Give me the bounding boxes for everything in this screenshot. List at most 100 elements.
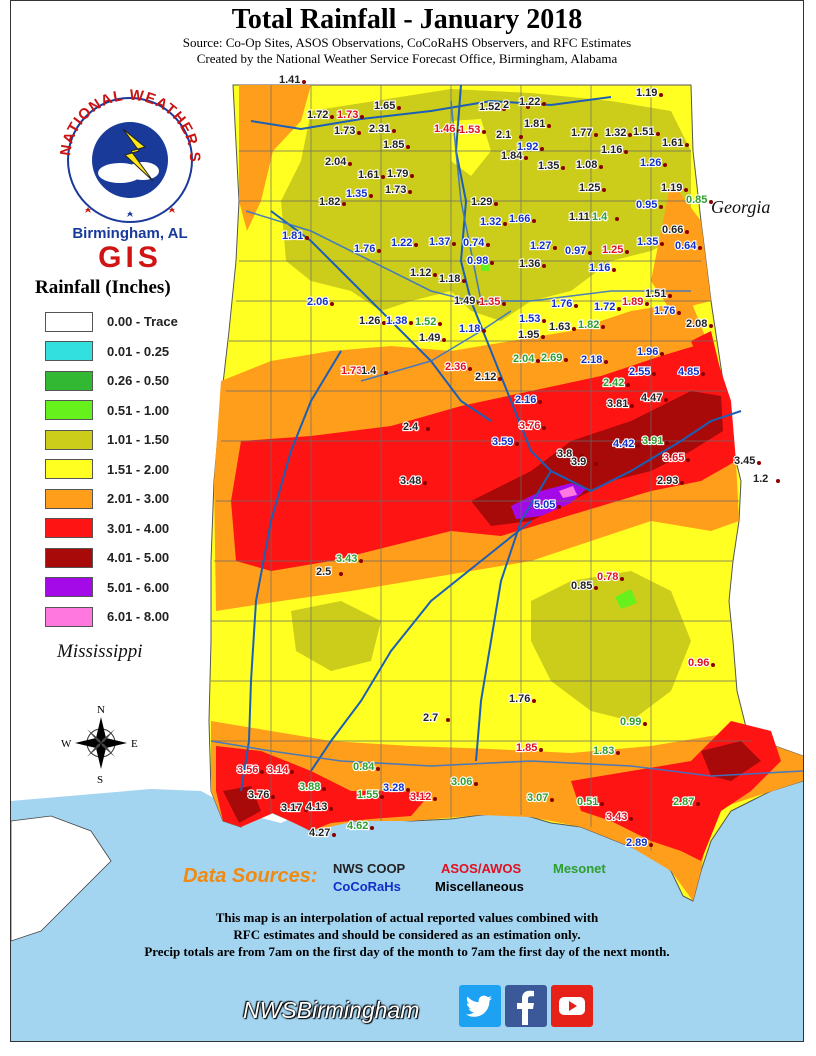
legend-row: 0.26 - 0.50	[31, 366, 221, 396]
observation-value: 1.76	[551, 298, 572, 310]
observation-value: 1.95	[518, 329, 539, 341]
observation-value: 0.78	[597, 571, 618, 583]
observation-dot	[468, 367, 472, 371]
observation-dot	[620, 577, 624, 581]
observation-value: 1.85	[383, 139, 404, 151]
observation-value: 2.1	[496, 129, 511, 141]
observation-dot	[364, 371, 368, 375]
note-line-1: This map is an interpolation of actual r…	[215, 910, 599, 925]
mississippi-coast	[11, 815, 112, 942]
observation-value: 1.73	[334, 125, 355, 137]
legend-swatch	[45, 341, 93, 362]
observation-dot	[680, 481, 684, 485]
facebook-button[interactable]	[505, 985, 547, 1027]
rain-zone-pink	[559, 486, 577, 498]
observation-dot	[664, 398, 668, 402]
source-misc: Miscellaneous	[435, 879, 524, 894]
youtube-button[interactable]	[551, 985, 593, 1027]
legend-swatch	[45, 311, 93, 332]
observation-dot	[601, 325, 605, 329]
observation-dot	[652, 372, 656, 376]
observation-dot	[490, 261, 494, 265]
observation-dot	[457, 129, 461, 133]
observation-dot	[359, 559, 363, 563]
observation-dot	[433, 273, 437, 277]
observation-dot	[645, 302, 649, 306]
legend-label: 0.01 - 0.25	[107, 343, 170, 359]
observation-dot	[342, 202, 346, 206]
observation-value: 1.4	[361, 365, 377, 377]
observation-dot	[482, 329, 486, 333]
observation-dot	[360, 115, 364, 119]
observation-value: 0.97	[565, 245, 586, 257]
observation-dot	[615, 217, 619, 221]
observation-value: 1.51	[645, 288, 666, 300]
observation-value: 1.25	[602, 244, 623, 256]
observation-dot	[660, 242, 664, 246]
legend-label: 4.01 - 5.00	[107, 550, 170, 566]
observation-value: 3.8	[557, 448, 572, 460]
source-cocorahs: CoCoRaHs	[333, 879, 401, 894]
observation-value: 1.12	[410, 267, 431, 279]
observation-dot	[665, 441, 669, 445]
observation-value: 3.43	[336, 553, 357, 565]
observation-dot	[684, 188, 688, 192]
observation-value: 0.84	[353, 761, 375, 773]
observation-dot	[540, 147, 544, 151]
observation-dot	[397, 106, 401, 110]
observation-dot	[561, 166, 565, 170]
observation-dot	[406, 788, 410, 792]
legend-label: 5.01 - 6.00	[107, 579, 170, 595]
legend-label: 0.00 - Trace	[107, 314, 178, 330]
observation-dot	[709, 324, 713, 328]
observation-value: 1.84	[501, 150, 523, 162]
observation-dot	[698, 246, 702, 250]
observation-value: 1.53	[519, 313, 540, 325]
observation-value: 1.76	[654, 305, 675, 317]
observation-value: 2.87	[673, 796, 694, 808]
observation-value: 2.5	[316, 566, 331, 578]
observation-value: 1.66	[509, 213, 530, 225]
observation-dot	[498, 377, 502, 381]
rain-zone-orange-ne	[651, 181, 711, 311]
twitter-icon	[465, 995, 492, 1017]
header: Total Rainfall - January 2018 Source: Co…	[11, 1, 803, 75]
observation-value: 4.47	[641, 392, 662, 404]
observation-value: 2.93	[657, 475, 678, 487]
observation-dot	[542, 102, 546, 106]
observation-value: 1.81	[282, 230, 303, 242]
observation-value: 1.82	[578, 319, 599, 331]
observation-dot	[659, 93, 663, 97]
observation-dot	[757, 461, 761, 465]
observation-dot	[696, 802, 700, 806]
observation-value: 1.52	[415, 316, 436, 328]
state-label-mississippi: Mississippi	[57, 641, 143, 662]
observation-dot	[604, 360, 608, 364]
observation-value: 1.4	[592, 211, 608, 223]
observation-dot	[625, 250, 629, 254]
observation-value: 1.35	[538, 160, 559, 172]
observation-value: 3.28	[383, 782, 404, 794]
observation-value: 1.37	[429, 236, 450, 248]
legend-row: 5.01 - 6.00	[31, 573, 221, 603]
source-line: Source: Co-Op Sites, ASOS Observations, …	[182, 35, 632, 50]
observation-value: 1.25	[579, 182, 600, 194]
observation-dot	[617, 307, 621, 311]
observation-dot	[357, 131, 361, 135]
observation-dot	[446, 718, 450, 722]
observation-value: 1.11	[569, 211, 590, 223]
observation-value: 4.27	[309, 827, 330, 839]
gulf-of-mexico	[11, 781, 803, 1041]
observation-value: 1.55	[357, 789, 378, 801]
observation-dot	[526, 105, 530, 109]
observation-dot	[711, 663, 715, 667]
observation-value: 0.95	[636, 199, 657, 211]
observation-dot	[330, 115, 334, 119]
observation-value: 4.42	[613, 438, 634, 450]
observation-dot	[322, 787, 326, 791]
observation-dot	[602, 188, 606, 192]
rain-zone-green-1	[615, 589, 637, 609]
legend-swatch	[45, 459, 93, 480]
twitter-button[interactable]	[459, 985, 501, 1027]
observation-dot	[542, 319, 546, 323]
